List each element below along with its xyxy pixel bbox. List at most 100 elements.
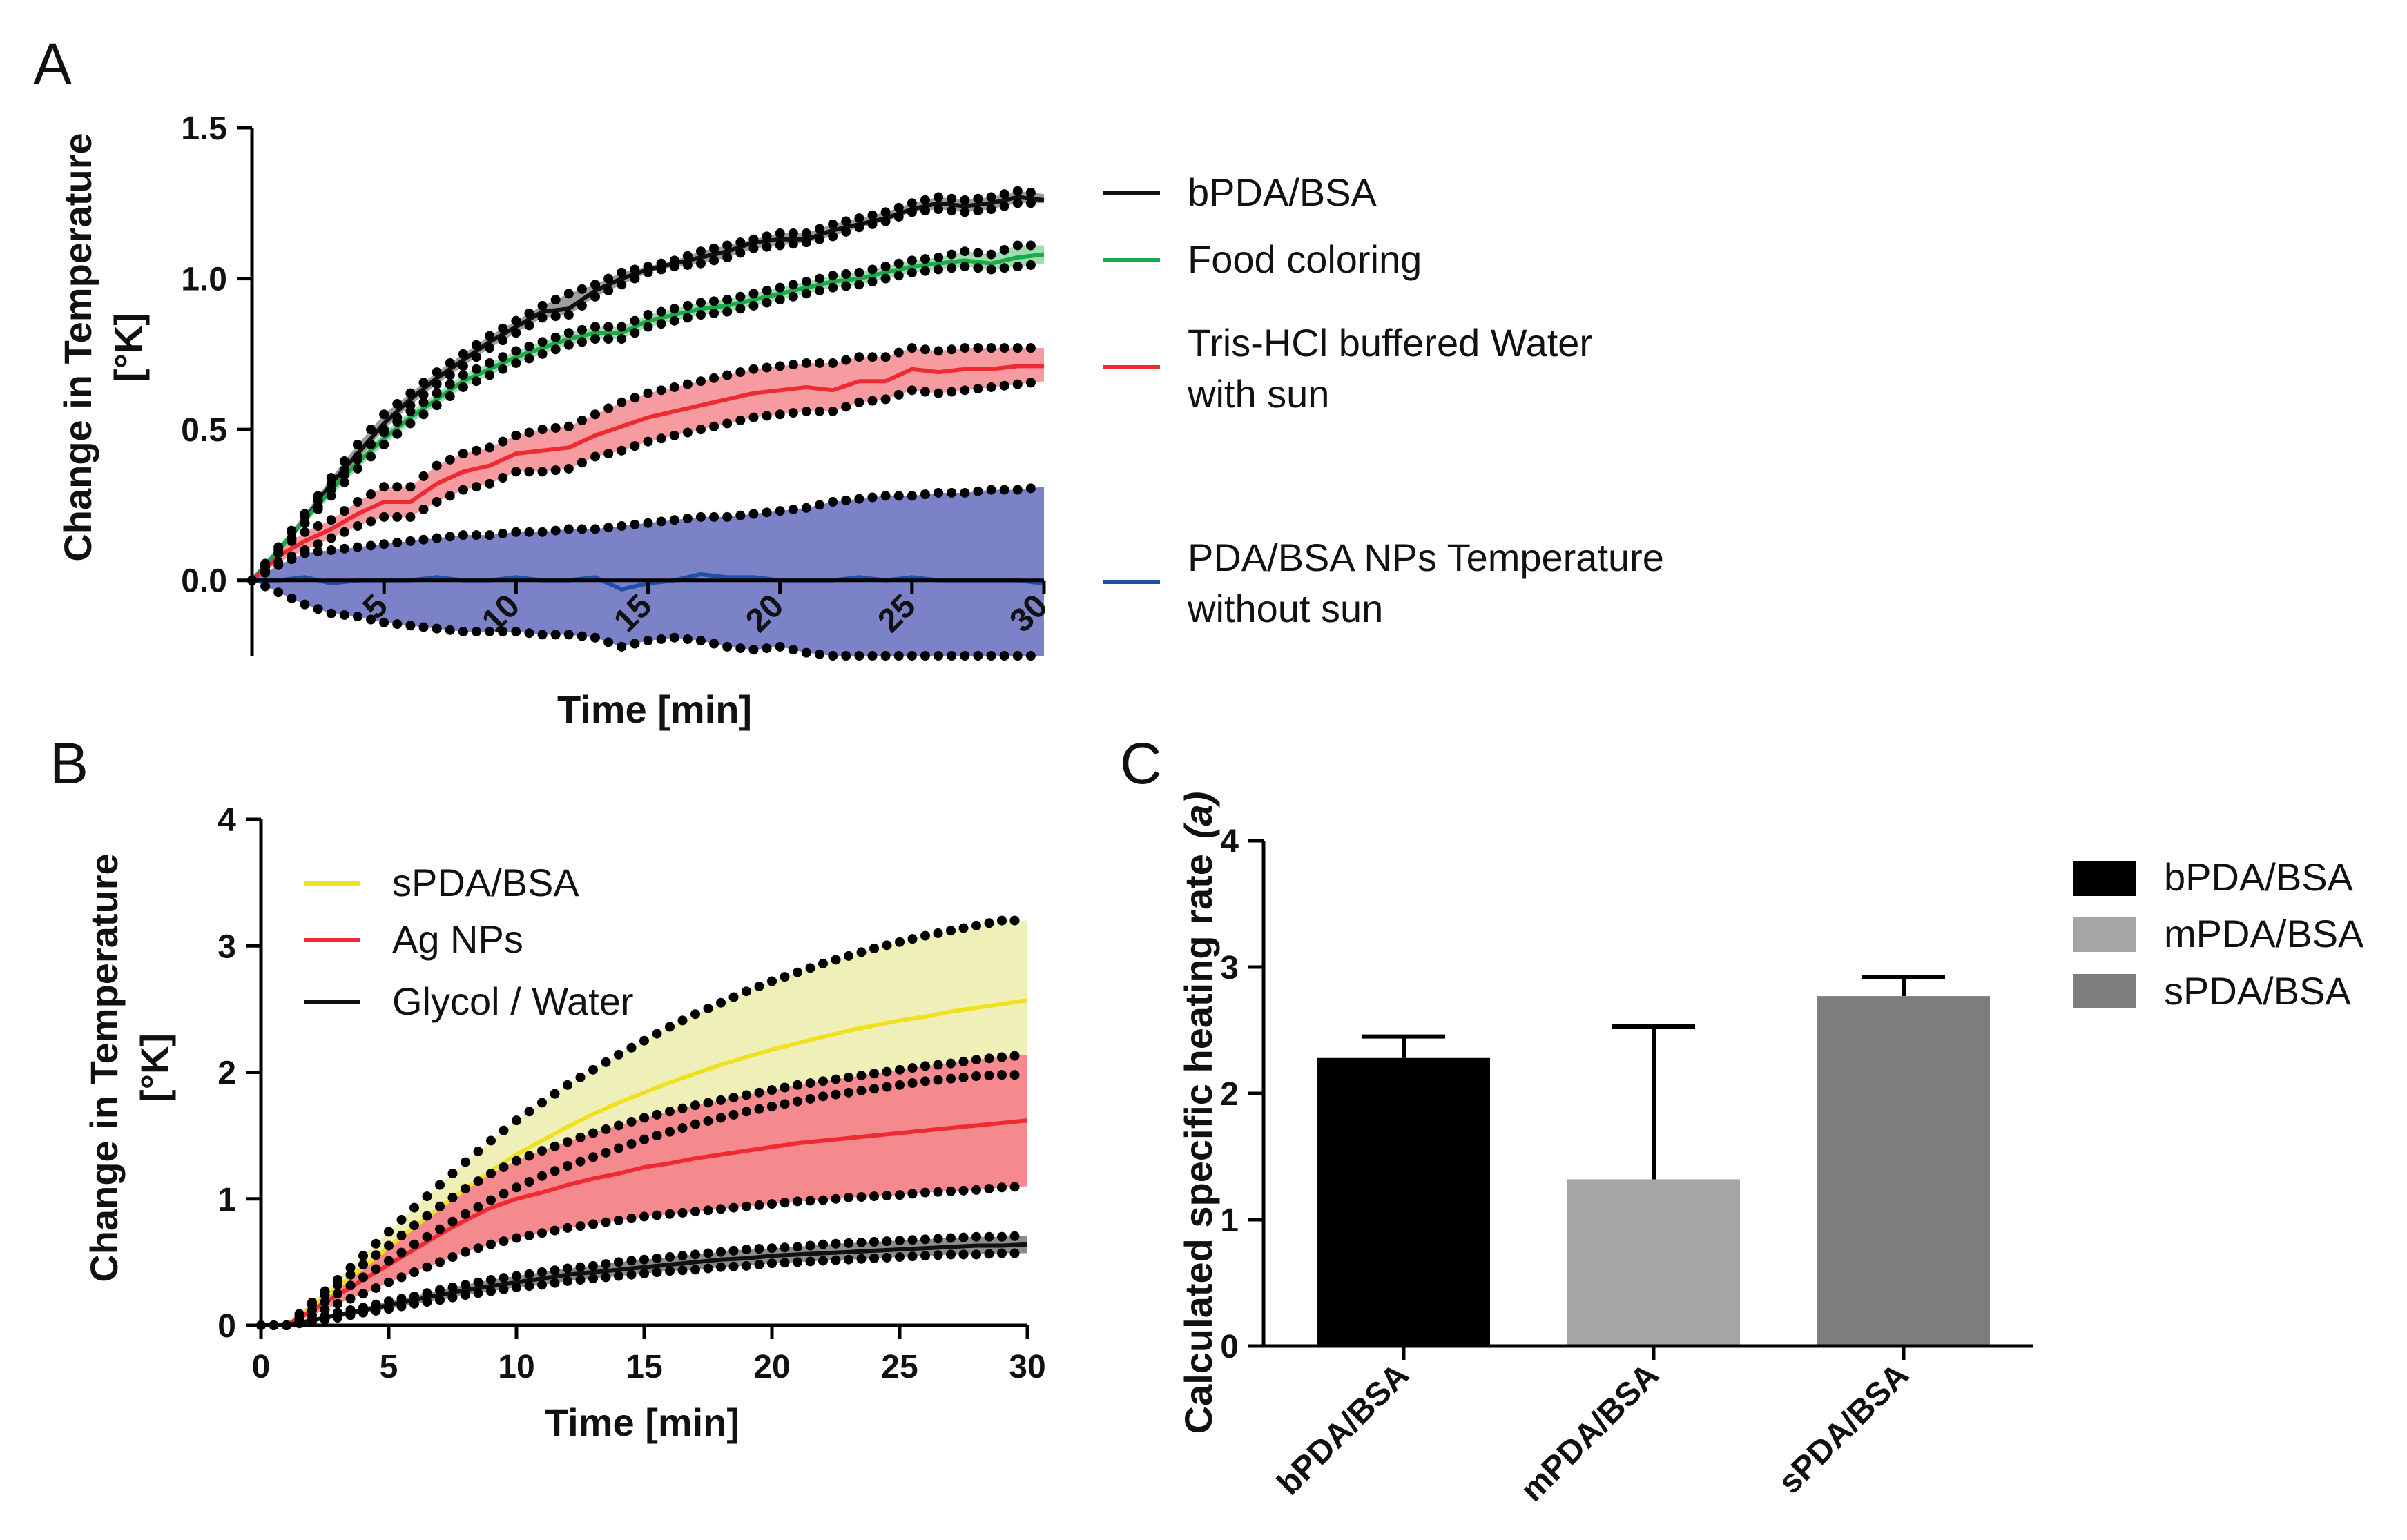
ci-dot-b [409,1220,419,1231]
ci-dot-b [754,1260,764,1270]
ci-dot-a [947,651,957,661]
panel-b-y-axis-title-line1: Change in Temperature [82,853,126,1282]
ci-dot-a [801,406,811,416]
ci-dot-a [947,263,957,273]
ci-dot-a [326,478,336,489]
ci-dot-a [709,373,719,383]
ci-dot-b [869,1237,879,1247]
ci-dot-b [1009,1231,1020,1241]
ci-dot-b [486,1169,496,1179]
ci-dot-a [828,406,838,416]
ci-dot-b [601,1259,611,1269]
ci-dot-a [418,471,429,481]
ci-dot-b [384,1256,394,1266]
ci-dot-a [379,427,389,438]
ci-dot-a [828,219,838,229]
ci-dot-b [575,1072,586,1082]
ci-dot-b [793,1242,802,1252]
ci-dot-a [986,651,996,661]
panel-a: A 0.00.51.01.55 10 15 20 25 30 Time [min] Cha… [33,32,1664,731]
ci-dot-a [907,491,917,501]
ci-dot-b [345,1294,356,1304]
ci-dot-a [603,322,614,332]
y-tick-label-a: 1.5 [181,110,227,147]
ci-dot-a [524,527,534,537]
ci-dot-b [742,986,751,997]
ci-dot-b [933,928,943,938]
ci-dot-b [907,934,918,944]
ci-dot-a [709,421,719,431]
ci-dot-a [656,385,666,396]
ci-dot-a [630,519,640,529]
ci-dot-a [326,545,336,555]
ci-dot-b [422,1288,432,1298]
ci-dot-b [767,1101,777,1111]
panel-b-legend: sPDA/BSA Ag NPs Glycol / Water [304,861,634,1023]
ci-dot-a [550,525,561,536]
ci-dot-a [339,506,349,516]
x-tick-label-b: 30 [1009,1349,1045,1385]
ci-dot-b [550,1265,560,1276]
ci-dot-a [537,425,548,435]
ci-dot-a [934,487,944,498]
ci-dot-a [392,417,403,427]
ci-dot-a [854,267,864,277]
ci-dot-a [867,492,878,503]
ci-dot-b [665,1107,675,1117]
ci-dot-b [409,1298,419,1309]
ci-dot-b [703,1098,713,1108]
ci-dot-b [550,1278,560,1288]
ci-dot-b [563,1137,572,1147]
ci-dot-a [880,651,891,661]
ci-dot-a [485,331,495,341]
ci-dot-a [630,441,640,451]
ci-dot-b [703,1205,713,1216]
ci-dot-a [287,536,297,546]
ci-dot-a [392,511,403,522]
ci-dot-b [396,1272,407,1283]
ci-dot-b [396,1247,407,1258]
ci-dot-a [458,370,468,380]
x-tick-label-b: 0 [252,1349,271,1385]
ci-dot-a [669,632,679,643]
ci-dot-a [471,376,481,387]
ci-dot-a [854,352,864,362]
ci-dot-a [920,387,930,397]
ci-dot-b [793,1257,802,1267]
legend-c-label-spda: sPDA/BSA [2164,969,2351,1013]
ci-dot-b [537,1267,547,1278]
ci-dot-a [471,627,481,637]
ci-dot-a [260,567,271,578]
ci-dot-a [577,416,587,426]
ci-dot-a [775,282,785,293]
ci-dot-a [775,228,785,238]
ci-dot-a [920,195,930,205]
ci-dot-a [458,382,468,392]
ci-dot-b [588,1260,598,1271]
ci-dot-a [986,343,996,353]
ci-dot-a [485,370,495,380]
ci-dot-a [603,403,614,413]
ci-dot-b [780,972,790,982]
ci-dot-b [869,1069,879,1079]
ci-dot-b [742,1245,751,1255]
ci-dot-a [445,625,455,635]
ci-dot-b [422,1211,432,1221]
ci-dot-b [473,1176,483,1187]
panel-b-axes: 0 1 2 3 4 0 5 10 15 20 25 30 [218,802,1045,1385]
ci-dot-b [626,1042,637,1053]
ci-dot-a [1025,187,1036,197]
ci-dot-b [588,1128,598,1138]
ci-dot-b [422,1191,432,1202]
ci-dot-a [934,388,944,398]
ci-dot-a [590,322,601,332]
ci-dot-a [643,322,653,332]
ci-dot-b [447,1252,458,1263]
ci-dot-a [339,610,349,620]
ci-dot-a [815,358,825,368]
ci-dot-a [656,433,666,444]
legend-b-label-glycol: Glycol / Water [392,979,634,1023]
ci-dot-a [973,384,983,394]
panel-c-letter: C [1120,731,1162,796]
